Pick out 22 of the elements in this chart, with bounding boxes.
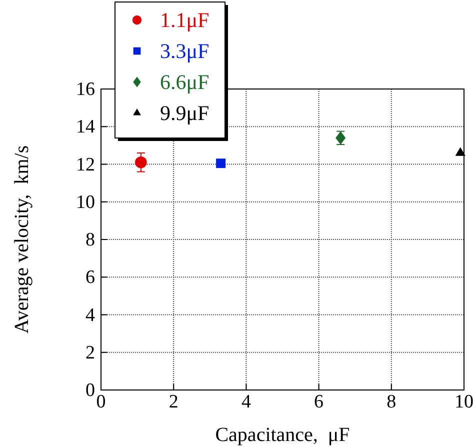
x-tick-label: 2 xyxy=(168,391,178,412)
legend-label: 9.9μF xyxy=(160,101,210,125)
y-tick-label: 4 xyxy=(86,304,96,326)
x-axis-title: Capacitance, μF xyxy=(215,424,350,446)
x-tick-label: 10 xyxy=(454,391,473,412)
y-tick-label: 10 xyxy=(76,192,95,213)
point xyxy=(455,147,466,156)
y-tick-label: 14 xyxy=(76,116,96,138)
legend-label: 1.1μF xyxy=(160,8,210,32)
x-tick-label: 4 xyxy=(241,391,252,412)
y-axis-title: Average velocity, km/s xyxy=(11,145,33,334)
legend-label: 6.6μF xyxy=(160,70,210,94)
x-tick-label: 8 xyxy=(386,391,396,412)
y-tick-label: 16 xyxy=(76,79,95,100)
y-tick-label: 8 xyxy=(86,230,95,251)
x-tick-label: 6 xyxy=(314,391,324,412)
legend-label: 3.3μF xyxy=(160,39,210,63)
y-tick-label: 6 xyxy=(86,267,95,288)
point xyxy=(216,158,226,168)
point xyxy=(135,156,147,168)
y-tick-label: 2 xyxy=(86,342,95,364)
y-tick-label: 12 xyxy=(76,154,95,176)
